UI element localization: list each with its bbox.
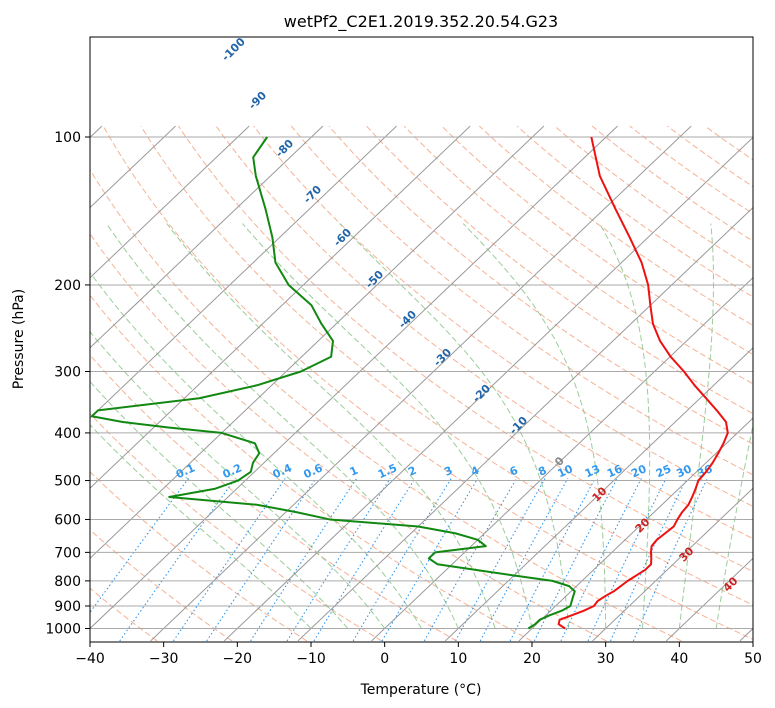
x-axis-title: Temperature (°C) bbox=[360, 682, 482, 698]
y-axis-title: Pressure (hPa) bbox=[11, 289, 27, 389]
x-tick-label: 30 bbox=[597, 651, 615, 667]
y-tick-label: 800 bbox=[54, 574, 81, 590]
sounding-profiles bbox=[90, 136, 729, 630]
mixing-ratio-line bbox=[119, 478, 236, 642]
dry-adiabat-line bbox=[441, 125, 753, 355]
isotherm-line bbox=[90, 125, 545, 560]
mixing-ratio-line bbox=[352, 478, 452, 642]
mixing-ratio-label: 25 bbox=[654, 462, 673, 480]
y-tick-label: 200 bbox=[54, 278, 81, 294]
mixing-ratio-line bbox=[286, 478, 391, 642]
plot-frame bbox=[89, 36, 754, 643]
isotherm-line bbox=[518, 417, 753, 642]
moist-adiabat-line bbox=[678, 223, 715, 629]
moist-adiabat-line bbox=[90, 380, 349, 629]
dry-adiabat-line bbox=[178, 125, 753, 573]
dry-adiabat-line bbox=[90, 354, 457, 642]
dry-adiabat-line bbox=[90, 168, 682, 642]
isotherm-line bbox=[150, 125, 692, 642]
moist-adiabat-line bbox=[339, 223, 570, 629]
isotherm-line bbox=[297, 206, 753, 642]
plot-area: 0.1 0.2 0.4 0.6 1 1.5 2 3 4 6 8 10 13 16 20 25 30 36-100-… bbox=[90, 37, 753, 642]
mixing-ratio-line bbox=[560, 478, 642, 642]
dry-adiabat-line bbox=[366, 125, 753, 415]
mixing-ratio-label: 20 bbox=[629, 462, 649, 480]
isotherms bbox=[90, 125, 753, 642]
x-tick-label: 10 bbox=[449, 651, 467, 667]
dry-adiabat-line bbox=[215, 125, 753, 540]
y-tick-label: 1000 bbox=[45, 622, 81, 638]
y-tick-label: 600 bbox=[54, 512, 81, 528]
y-tick-label: 300 bbox=[54, 365, 81, 381]
temperature-profile bbox=[557, 136, 729, 630]
isotherm-line bbox=[90, 125, 250, 279]
moist-adiabat-line bbox=[599, 223, 651, 629]
mixing-ratio-label: 16 bbox=[605, 462, 625, 480]
y-tick-label: 900 bbox=[54, 599, 81, 615]
mixing-ratio-label: 30 bbox=[674, 462, 694, 480]
isotherm-line bbox=[444, 347, 753, 642]
x-tick-label: 50 bbox=[744, 651, 762, 667]
moist-adiabat-line bbox=[90, 424, 312, 629]
isobars bbox=[90, 136, 753, 629]
dewpoint-profile bbox=[90, 136, 576, 630]
isotherm-line bbox=[90, 125, 618, 630]
x-tick-label: 40 bbox=[670, 651, 688, 667]
isotherm-line bbox=[223, 136, 753, 642]
y-tick-label: 500 bbox=[54, 474, 81, 490]
chart-title: wetPf2_C2E1.2019.352.20.54.G23 bbox=[284, 12, 558, 32]
moist-adiabat-line bbox=[242, 223, 533, 629]
mixing-ratio-label: 10 bbox=[556, 462, 576, 480]
dry-adiabat-line bbox=[140, 125, 753, 606]
mixing-ratio-line bbox=[587, 478, 667, 642]
moist-adiabat-line bbox=[166, 223, 496, 629]
mixing-ratio-line bbox=[509, 478, 596, 642]
y-axis: 1000 900 800 700 600 500 400 300 200 100 bbox=[45, 130, 90, 638]
x-tick-label: −30 bbox=[149, 651, 179, 667]
dry-adiabat-line bbox=[403, 125, 753, 385]
x-tick-label: −10 bbox=[296, 651, 326, 667]
y-tick-label: 400 bbox=[54, 426, 81, 442]
dry-adiabat-line bbox=[253, 125, 753, 508]
dry-adiabat-line bbox=[328, 125, 753, 445]
isotherm-line bbox=[90, 125, 324, 349]
x-tick-label: −40 bbox=[75, 651, 105, 667]
moist-adiabat-line bbox=[90, 330, 386, 629]
x-axis: −40 −30 −20 −10 0 10 20 30 40 50 bbox=[75, 642, 762, 667]
moist-adiabat-line bbox=[715, 422, 753, 629]
y-tick-label: 100 bbox=[54, 130, 81, 146]
dry-adiabat-line bbox=[290, 125, 753, 476]
y-tick-label: 700 bbox=[54, 545, 81, 561]
x-tick-label: 20 bbox=[523, 651, 541, 667]
isotherm-line bbox=[90, 125, 471, 489]
mixing-ratio-line bbox=[381, 478, 479, 642]
x-tick-label: 0 bbox=[380, 651, 389, 667]
isotherm-line bbox=[90, 125, 397, 419]
mixing-ratio-line bbox=[610, 478, 688, 642]
moist-adiabat-line bbox=[106, 223, 459, 629]
x-tick-label: −20 bbox=[223, 651, 253, 667]
moist-adiabat-line bbox=[90, 271, 422, 629]
mixing-ratio-label: 13 bbox=[583, 462, 602, 480]
mixing-ratio-lines bbox=[90, 478, 708, 642]
mixing-ratio-line bbox=[250, 478, 358, 642]
mixing-ratio-line bbox=[533, 478, 618, 642]
isotherm-line bbox=[592, 487, 753, 642]
isotherm-line bbox=[371, 277, 753, 642]
